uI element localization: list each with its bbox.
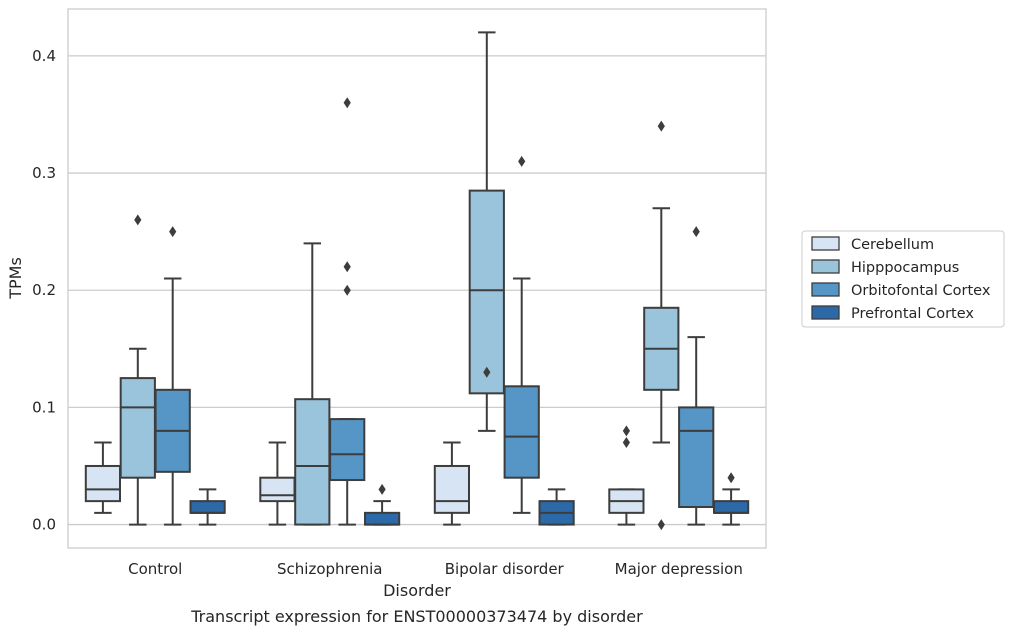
x-tick-label: Bipolar disorder (445, 560, 565, 578)
legend-label: Hipppocampus (851, 260, 959, 276)
outlier-marker (343, 97, 351, 109)
x-tick-label: Schizophrenia (277, 560, 382, 578)
outlier-marker (657, 120, 665, 132)
outlier-marker (518, 155, 526, 167)
box (503, 385, 540, 479)
box (712, 500, 750, 514)
outlier-marker (483, 366, 491, 378)
outlier-marker (169, 226, 177, 238)
box (294, 398, 331, 526)
legend-label: Orbitofontal Cortex (851, 283, 991, 299)
y-tick-label: 0.2 (32, 281, 56, 299)
box (433, 464, 471, 514)
x-axis-title: Disorder (383, 581, 451, 600)
box-group (433, 31, 575, 526)
legend: Cerebellum Hipppocampus Orbitofontal Corte… (801, 230, 1005, 328)
outlier-marker (727, 472, 735, 484)
legend-swatch (811, 305, 840, 320)
x-tick-labels: Control Schizophrenia Bipolar disorder Majo… (128, 560, 743, 578)
legend-label: Prefrontal Cortex (851, 306, 974, 322)
box (363, 511, 401, 526)
y-tick-label: 0.1 (32, 398, 56, 416)
outlier-marker (622, 425, 630, 437)
legend-swatch (811, 236, 840, 251)
box-group (259, 97, 401, 526)
box (84, 464, 122, 503)
outlier-marker (692, 226, 700, 238)
legend-swatch (811, 282, 840, 297)
chart-caption: Transcript expression for ENST0000037347… (190, 607, 643, 626)
outlier-marker (343, 261, 351, 273)
outlier-marker (622, 437, 630, 449)
outlier-marker (343, 284, 351, 296)
box-group (608, 120, 750, 531)
box-groups (84, 31, 750, 531)
outlier-marker (378, 483, 386, 495)
legend-label: Cerebellum (851, 237, 934, 253)
box (119, 377, 156, 479)
box (189, 500, 226, 514)
outlier-marker (134, 214, 142, 226)
box-group (84, 214, 226, 526)
y-axis-title: TPMs (6, 257, 25, 300)
box (329, 418, 366, 482)
legend-frame (801, 230, 1005, 328)
box (678, 406, 715, 508)
y-tick-label: 0.0 (32, 516, 56, 534)
legend-swatch (811, 259, 840, 274)
x-tick-label: Major depression (615, 560, 743, 578)
box (259, 476, 296, 503)
plot-frame (67, 8, 767, 549)
y-tick-label: 0.3 (32, 164, 56, 182)
y-tick-labels: 0.0 0.1 0.2 0.3 0.4 (32, 47, 56, 534)
x-tick-label: Control (128, 560, 182, 578)
y-tick-label: 0.4 (32, 47, 56, 65)
outlier-marker (657, 519, 665, 531)
box (468, 189, 505, 395)
